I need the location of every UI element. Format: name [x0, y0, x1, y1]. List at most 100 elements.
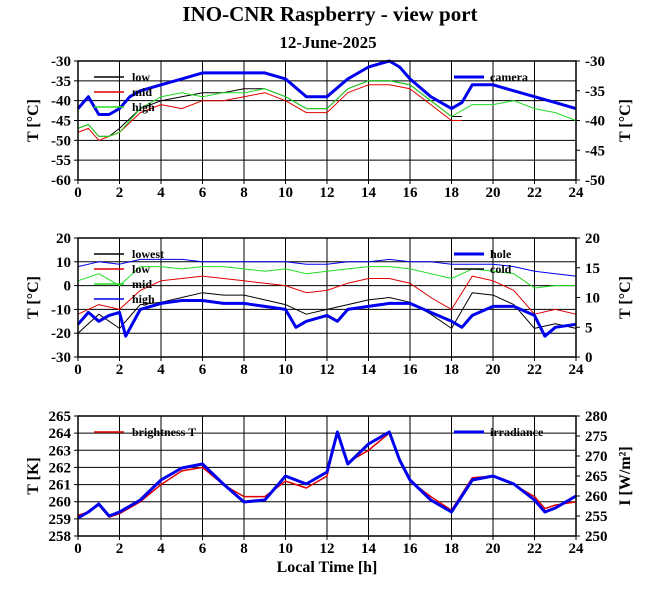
- y-left-tick-label: 259: [49, 512, 72, 528]
- y-left-tick-label: 264: [49, 426, 72, 442]
- y-left-tick-label: -50: [51, 133, 71, 149]
- panel-3: 0 2 4 6 8 10 12 14 16 18 20 22 242582592602612622632…: [25, 409, 634, 557]
- legend-label-cold: cold: [490, 262, 512, 276]
- x-tick-label: 20: [486, 541, 501, 557]
- x-tick-label: 22: [527, 541, 542, 557]
- x-tick-label: 14: [361, 541, 377, 557]
- x-tick-label: 18: [444, 185, 459, 201]
- y-right-axis-label: I [W/m²]: [617, 446, 634, 505]
- x-tick-label: 20: [486, 185, 501, 201]
- y-left-tick-label: -60: [51, 173, 71, 189]
- y-left-tick-label: 10: [56, 255, 71, 271]
- x-tick-label: 18: [444, 362, 459, 378]
- panel-1: 0 2 4 6 8 10 12 14 16 18 20 22 24-60-55-50-45-40-35-…: [25, 54, 634, 201]
- y-left-tick-label: 265: [49, 409, 72, 425]
- x-tick-label: 0: [74, 541, 82, 557]
- y-right-tick-label: -30: [585, 54, 605, 70]
- x-tick-label: 6: [199, 185, 207, 201]
- x-tick-label: 4: [157, 362, 165, 378]
- x-tick-label: 6: [199, 362, 207, 378]
- legend-label-low: low: [132, 70, 150, 84]
- y-left-axis-label: T [°C]: [25, 276, 42, 319]
- series-line-hole: [76, 299, 577, 338]
- x-tick-label: 24: [569, 541, 585, 557]
- y-right-tick-label: 260: [585, 489, 608, 505]
- chart-subtitle: 12-June-2025: [279, 33, 376, 52]
- x-tick-label: 12: [320, 362, 335, 378]
- y-left-tick-label: 263: [49, 443, 72, 459]
- y-right-tick-label: -50: [585, 173, 605, 189]
- y-right-tick-label: 270: [585, 449, 608, 465]
- x-tick-label: 16: [403, 362, 419, 378]
- legend-label-brightness-T: brightness T: [132, 425, 196, 439]
- y-right-axis-label: T [°C]: [617, 99, 634, 142]
- legend-label-high: high: [132, 292, 155, 306]
- y-left-tick-label: -30: [51, 350, 71, 366]
- y-right-tick-label: 265: [585, 469, 608, 485]
- x-tick-label: 10: [278, 541, 293, 557]
- x-tick-label: 2: [116, 541, 124, 557]
- y-left-tick-label: -45: [51, 114, 71, 130]
- legend-label-mid: mid: [132, 277, 152, 291]
- legend-label-hole: hole: [490, 247, 512, 261]
- y-right-tick-label: 275: [585, 429, 608, 445]
- series-line-low: [77, 275, 577, 315]
- x-tick-label: 14: [361, 362, 377, 378]
- y-left-tick-label: -30: [51, 54, 71, 70]
- legend-label-low: low: [132, 262, 150, 276]
- y-left-tick-label: -10: [51, 302, 71, 318]
- legend-label-irradiance: irradiance: [490, 425, 544, 439]
- y-right-tick-label: 250: [585, 529, 608, 545]
- y-left-tick-label: 262: [49, 460, 72, 476]
- x-tick-label: 24: [569, 185, 585, 201]
- y-left-tick-label: 260: [49, 495, 72, 511]
- y-right-tick-label: -40: [585, 114, 605, 130]
- y-right-tick-label: 5: [585, 320, 593, 336]
- chart-title: INO-CNR Raspberry - view port: [182, 2, 477, 26]
- x-tick-label: 16: [403, 541, 419, 557]
- y-right-tick-label: 20: [585, 231, 600, 247]
- series-line-high: [77, 258, 577, 277]
- legend-label-camera: camera: [490, 70, 528, 84]
- x-tick-label: 10: [278, 185, 293, 201]
- x-tick-label: 2: [116, 362, 124, 378]
- x-tick-label: 10: [278, 362, 293, 378]
- y-right-tick-label: 10: [585, 291, 600, 307]
- x-tick-label: 4: [157, 541, 165, 557]
- x-tick-label: 8: [240, 185, 248, 201]
- x-tick-label: 8: [240, 362, 248, 378]
- legend-label-high: high: [132, 100, 155, 114]
- y-right-axis-label: T [°C]: [617, 276, 634, 319]
- x-tick-label: 2: [116, 185, 124, 201]
- y-right-tick-label: -35: [585, 84, 605, 100]
- x-tick-label: 22: [527, 185, 542, 201]
- y-left-tick-label: -20: [51, 326, 71, 342]
- panel-2: 0 2 4 6 8 10 12 14 16 18 20 22 24-30-20-100102005101…: [25, 231, 634, 378]
- x-tick-label: 24: [569, 362, 585, 378]
- y-left-tick-label: -35: [51, 74, 71, 90]
- series-line-irradiance: [77, 430, 577, 520]
- legend-label-mid: mid: [132, 85, 152, 99]
- x-tick-label: 8: [240, 541, 248, 557]
- x-tick-label: 4: [157, 185, 165, 201]
- y-left-tick-label: -40: [51, 94, 71, 110]
- y-right-tick-label: 15: [585, 261, 600, 277]
- x-tick-label: 22: [527, 362, 542, 378]
- y-right-tick-label: 0: [585, 350, 593, 366]
- x-axis-label: Local Time [h]: [277, 559, 378, 576]
- x-tick-label: 0: [74, 362, 82, 378]
- y-right-tick-label: 255: [585, 509, 608, 525]
- x-tick-label: 16: [403, 185, 419, 201]
- y-left-tick-label: -55: [51, 153, 71, 169]
- x-tick-label: 18: [444, 541, 459, 557]
- x-tick-label: 6: [199, 541, 207, 557]
- x-tick-label: 12: [320, 185, 335, 201]
- x-tick-label: 12: [320, 541, 335, 557]
- y-left-tick-label: 20: [56, 231, 71, 247]
- x-tick-label: 0: [74, 185, 82, 201]
- y-left-axis-label: T [°C]: [25, 99, 42, 142]
- y-left-axis-label: T [K]: [25, 457, 42, 494]
- y-left-tick-label: 261: [49, 478, 72, 494]
- x-tick-label: 20: [486, 362, 501, 378]
